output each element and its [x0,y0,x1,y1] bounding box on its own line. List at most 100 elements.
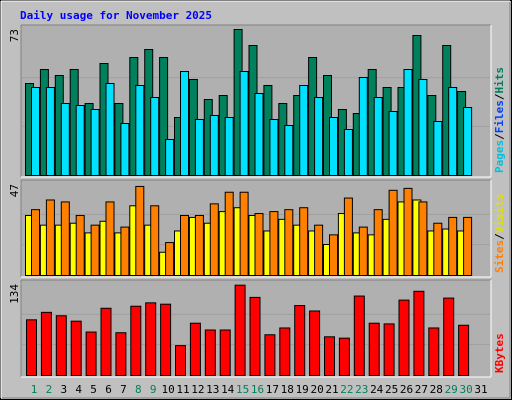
x-tick-label: 24 [370,383,384,396]
bar [458,324,470,377]
bar [105,201,115,277]
bar [358,77,368,176]
bar [194,214,204,277]
bar [165,139,175,176]
bar [85,331,97,377]
x-tick-label: 13 [206,383,219,396]
bar [329,234,338,276]
bar [90,224,100,277]
bar [100,307,112,376]
x-tick-label: 14 [221,383,235,396]
legend-separator: / [493,133,506,140]
bar [279,327,291,376]
bar [383,323,395,376]
legend-separator: / [493,93,506,100]
x-tick-label: 28 [430,383,443,396]
bar [448,216,458,276]
y-max-label: 73 [8,29,21,42]
bar [388,189,398,277]
bar [309,310,321,376]
bar [45,87,55,176]
bar [373,209,383,276]
bar [180,214,189,277]
x-tick-label: 20 [310,383,323,396]
bar [324,336,335,376]
bar [150,205,160,276]
bar [269,119,279,176]
x-tick-label: 15 [236,383,249,396]
bar [239,71,249,176]
x-tick-label: 27 [415,383,428,396]
x-tick-label: 8 [135,383,142,396]
bar [189,322,201,376]
x-tick-label: 16 [251,383,264,396]
bar [448,87,458,176]
bar [254,213,264,277]
bar [299,207,309,276]
legend-entry: KBytes [493,333,506,373]
bar [338,337,350,377]
bar [165,242,175,277]
bar [403,187,413,277]
bar [398,299,410,377]
x-tick-label: 19 [296,383,309,396]
x-tick-label: 17 [266,383,279,396]
bar [219,329,231,376]
bar [373,97,383,176]
y-max-label: 47 [8,184,21,197]
x-tick-label: 30 [459,383,472,396]
bar [299,85,309,176]
bar [443,297,455,376]
bar [234,284,246,376]
chart-title: Daily usage for November 2025 [20,9,212,22]
bar [284,125,294,176]
x-tick-label: 10 [161,383,174,396]
bar [31,209,40,276]
bar [388,111,398,176]
x-tick-label: 11 [176,383,189,396]
bar [433,121,443,176]
legend: KBytes [493,333,506,373]
x-tick-label: 3 [60,383,67,396]
bar [135,85,145,176]
x-tick-label: 26 [400,383,413,396]
bar [204,329,216,376]
bar [159,57,169,176]
x-tick-label: 2 [46,383,53,396]
bar [329,117,338,176]
legend-entry: Sites [493,240,506,273]
x-tick-label: 21 [325,383,338,396]
x-tick-label: 9 [150,383,157,396]
legend: Pages/Files/Hits [493,67,506,173]
bar [254,93,264,176]
bar [150,97,160,176]
bar [428,327,440,376]
bar [45,199,55,276]
bar [224,117,234,176]
bar [40,311,52,377]
bar [413,290,425,376]
bar [60,103,70,176]
bar [115,332,127,377]
bar [180,71,189,176]
x-tick-label: 18 [281,383,294,396]
bar [249,296,261,376]
bar [194,119,204,176]
bar [130,305,142,377]
x-tick-label: 6 [105,383,112,396]
bar [358,226,368,277]
bar [418,201,428,277]
bar [269,211,279,276]
bar [75,105,85,176]
bar [55,315,67,376]
bar [284,209,294,276]
bar [418,79,428,176]
legend: Sites/Visits [493,194,506,274]
bar [31,87,40,176]
bar [463,107,473,176]
bar [239,191,249,276]
bar [120,226,130,277]
bar [209,203,219,277]
bar [160,303,172,376]
